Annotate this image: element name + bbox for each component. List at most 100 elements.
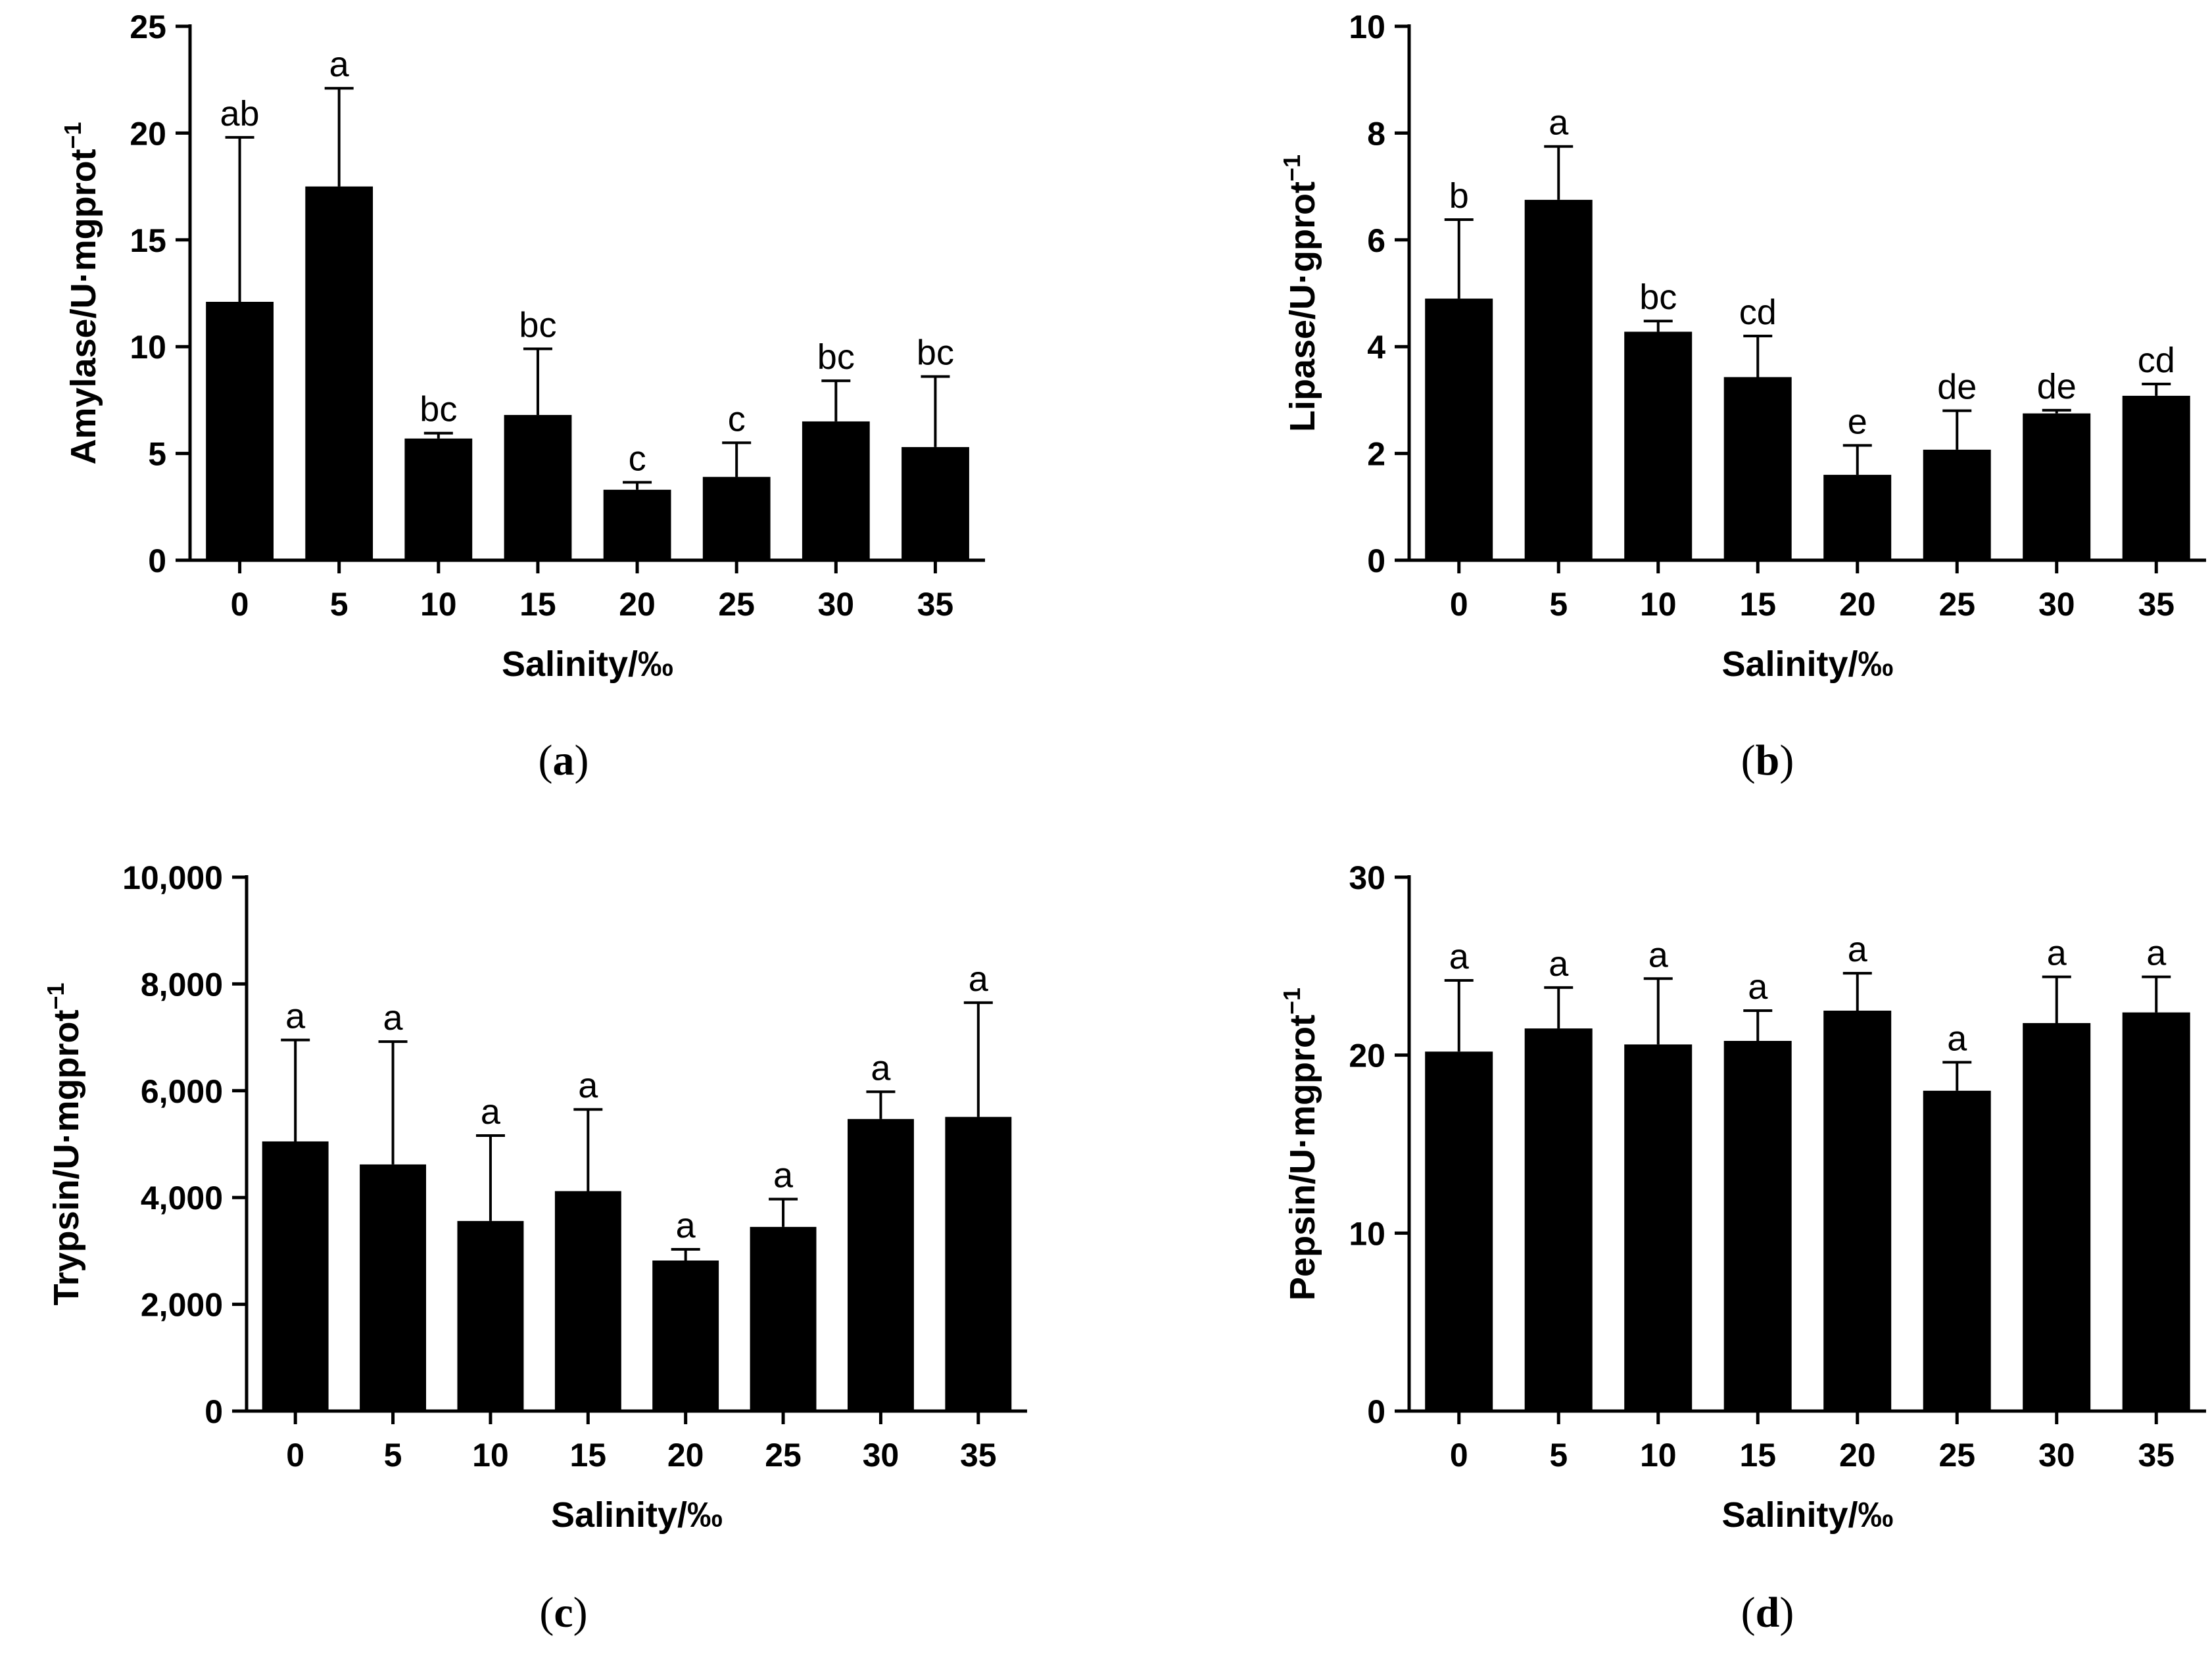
significance-label-d-5: a	[1549, 944, 1569, 984]
y-tick-label-b-1: 2	[1367, 436, 1385, 473]
significance-label-d-35: a	[2146, 934, 2167, 973]
significance-label-b-0: b	[1449, 176, 1469, 216]
bar-c-35	[945, 1117, 1012, 1411]
bar-a-0	[206, 302, 274, 560]
x-tick-label-d-25: 25	[1938, 1437, 1975, 1474]
x-tick-label-d-5: 5	[1549, 1437, 1568, 1474]
x-tick-label-d-20: 20	[1839, 1437, 1876, 1474]
bar-c-10	[457, 1220, 524, 1411]
bar-b-0	[1425, 299, 1493, 560]
y-tick-label-d-2: 20	[1349, 1038, 1385, 1074]
x-axis-title-b: Salinity/‰	[1721, 644, 1893, 684]
bar-b-25	[1923, 449, 1991, 560]
significance-label-c-20: a	[676, 1206, 696, 1245]
x-tick-label-b-5: 5	[1549, 586, 1568, 623]
bar-c-20	[652, 1261, 719, 1411]
panel-label-close-c: )	[573, 1589, 588, 1637]
x-tick-label-a-25: 25	[718, 586, 755, 623]
significance-label-a-0: ab	[220, 94, 260, 133]
significance-label-a-35: bc	[917, 333, 954, 373]
panel-label-c: (c)	[539, 1589, 587, 1637]
bar-a-35	[902, 446, 969, 560]
x-tick-label-d-10: 10	[1640, 1437, 1677, 1474]
x-tick-label-b-20: 20	[1839, 586, 1876, 623]
x-tick-label-a-5: 5	[330, 586, 349, 623]
panel-label-d: (d)	[1741, 1589, 1794, 1637]
y-tick-label-c-1: 2,000	[141, 1287, 223, 1324]
x-axis-title-a: Salinity/‰	[502, 644, 673, 684]
significance-label-c-30: a	[871, 1048, 891, 1088]
bar-d-20	[1823, 1011, 1892, 1411]
x-tick-label-b-10: 10	[1640, 586, 1677, 623]
y-tick-label-d-3: 30	[1349, 859, 1385, 896]
bar-c-15	[554, 1191, 621, 1411]
x-tick-label-d-0: 0	[1450, 1437, 1468, 1474]
y-axis-title-main-d: Pepsin/U·mgprot	[1283, 1015, 1322, 1301]
significance-label-a-15: bc	[519, 305, 556, 345]
y-tick-label-c-2: 4,000	[141, 1180, 223, 1216]
x-tick-label-a-15: 15	[519, 586, 556, 623]
panel-label-close-b: )	[1779, 736, 1794, 784]
significance-label-c-15: a	[578, 1066, 598, 1105]
panel-label-open-a: (	[539, 736, 553, 784]
x-tick-label-b-15: 15	[1739, 586, 1776, 623]
bar-b-30	[2023, 413, 2091, 560]
y-tick-label-a-5: 25	[130, 9, 166, 45]
y-tick-label-a-0: 0	[148, 542, 166, 579]
significance-label-b-25: de	[1937, 368, 1977, 407]
bar-a-5	[305, 186, 373, 561]
significance-label-c-35: a	[969, 959, 989, 999]
x-tick-label-c-10: 10	[472, 1437, 509, 1474]
significance-label-d-10: a	[1648, 935, 1669, 974]
bar-b-5	[1524, 199, 1593, 560]
significance-label-a-10: bc	[420, 390, 457, 429]
significance-label-d-15: a	[1748, 967, 1768, 1007]
bar-a-15	[504, 415, 572, 560]
y-tick-label-b-4: 8	[1367, 115, 1385, 152]
panel-label-close-d: )	[1779, 1589, 1794, 1637]
chart-panel-d: a 0 a 5 a 10 a 15 a 20 a 25 a 30 a 35 0 10 20 30 Salinity/‰ P…	[1278, 859, 2206, 1637]
y-axis-title-main-c: Trypsin/U·mgprot	[47, 1010, 86, 1306]
panel-label-letter-a: a	[553, 736, 575, 784]
x-tick-label-b-35: 35	[2138, 586, 2175, 623]
panel-label-a: (a)	[539, 736, 589, 784]
significance-label-d-20: a	[1848, 930, 1868, 969]
significance-label-c-0: a	[285, 997, 306, 1036]
significance-label-a-30: bc	[817, 337, 855, 377]
bar-c-5	[360, 1164, 426, 1411]
x-axis-title-d: Salinity/‰	[1721, 1495, 1893, 1535]
significance-label-c-5: a	[383, 998, 404, 1038]
bar-c-0	[262, 1141, 329, 1411]
y-tick-label-a-2: 10	[130, 329, 166, 366]
y-tick-label-a-3: 15	[130, 222, 166, 259]
x-tick-label-c-35: 35	[960, 1437, 997, 1474]
significance-label-b-10: bc	[1639, 277, 1677, 317]
y-axis-title-superscript-d: −1	[1278, 988, 1305, 1015]
significance-label-b-15: cd	[1739, 293, 1777, 332]
panel-label-letter-d: d	[1756, 1589, 1780, 1637]
y-tick-label-b-3: 6	[1367, 222, 1385, 259]
x-tick-label-c-15: 15	[570, 1437, 607, 1474]
y-tick-label-b-0: 0	[1367, 542, 1385, 579]
y-axis-title-superscript-b: −1	[1278, 155, 1305, 181]
significance-label-d-0: a	[1449, 937, 1470, 976]
y-tick-label-b-5: 10	[1349, 9, 1385, 45]
significance-label-a-25: c	[728, 399, 746, 439]
x-tick-label-c-5: 5	[384, 1437, 402, 1474]
x-tick-label-b-0: 0	[1450, 586, 1468, 623]
y-tick-label-a-4: 20	[130, 115, 166, 152]
y-tick-label-c-3: 6,000	[141, 1073, 223, 1110]
y-axis-title-c: Trypsin/U·mgprot−1	[42, 982, 86, 1305]
bar-d-15	[1723, 1041, 1792, 1411]
bar-a-30	[802, 421, 870, 560]
y-tick-label-c-0: 0	[204, 1393, 223, 1430]
x-tick-label-c-0: 0	[286, 1437, 304, 1474]
x-axis-title-c: Salinity/‰	[551, 1495, 723, 1535]
chart-panel-b: b 0 a 5 bc 10 cd 15 e 20 de 25 de 30 cd 35 0 2 4 6 8 10 Salini…	[1278, 9, 2206, 784]
x-tick-label-d-35: 35	[2138, 1437, 2175, 1474]
significance-label-b-35: cd	[2138, 341, 2175, 380]
bar-d-5	[1524, 1028, 1593, 1411]
x-tick-label-a-35: 35	[917, 586, 954, 623]
bar-a-10	[404, 438, 473, 560]
